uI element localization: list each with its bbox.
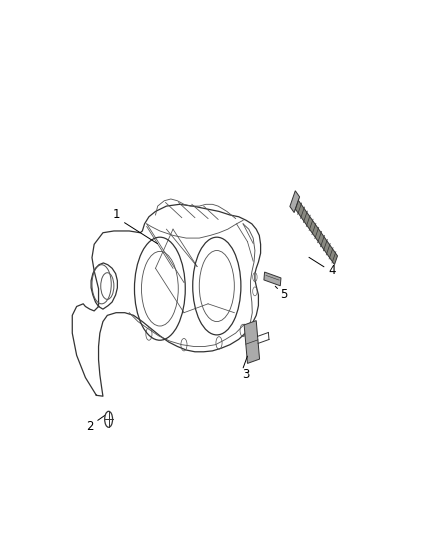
Text: 5: 5 <box>280 288 287 302</box>
Text: 1: 1 <box>112 208 120 222</box>
Text: 3: 3 <box>243 368 250 382</box>
Polygon shape <box>293 197 338 264</box>
Polygon shape <box>290 191 300 213</box>
Text: 4: 4 <box>328 264 336 278</box>
Polygon shape <box>264 272 281 286</box>
Text: 2: 2 <box>86 420 94 433</box>
Polygon shape <box>244 321 260 364</box>
